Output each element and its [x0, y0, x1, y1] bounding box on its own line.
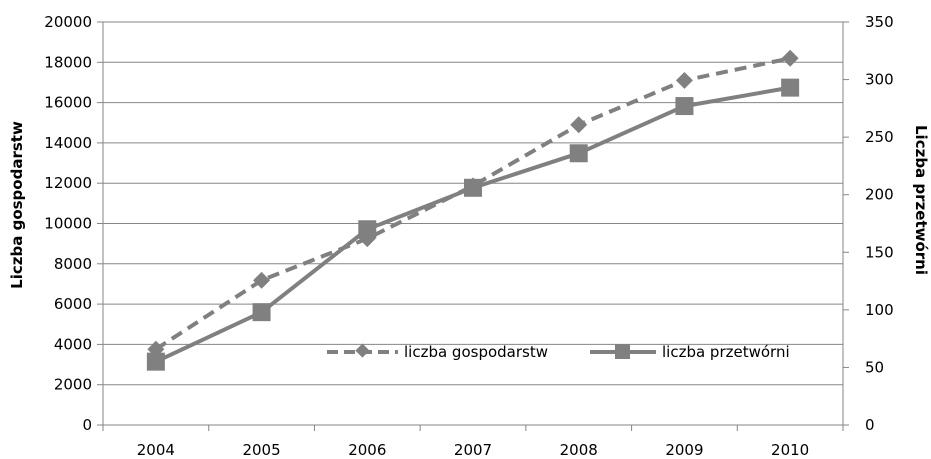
series-layer [146, 49, 800, 371]
data-point-square [675, 97, 694, 116]
legend-item-przetworni: liczba przetwórni [590, 343, 790, 361]
left-tick-label: 2000 [54, 376, 92, 394]
series-line-0 [154, 56, 791, 351]
left-tick-label: 4000 [54, 335, 92, 353]
left-tick-label: 10000 [44, 215, 92, 233]
x-tick-label: 2009 [665, 441, 703, 459]
right-tick-label: 350 [865, 13, 894, 31]
right-tick-label: 0 [865, 416, 875, 434]
left-tick-label: 0 [82, 416, 92, 434]
right-tick-label: 250 [865, 128, 894, 146]
right-tick-label: 50 [865, 358, 884, 376]
legend-label-przetworni: liczba przetwórni [662, 343, 790, 361]
left-tick-label: 14000 [44, 134, 92, 152]
data-point-diamond [675, 71, 693, 89]
x-tick-label: 2007 [454, 441, 492, 459]
x-axis-ticks: 2004 2005 2006 2007 2008 2009 2010 [102, 425, 844, 459]
x-tick-label: 2010 [771, 441, 809, 459]
data-point-diamond [570, 116, 588, 134]
data-point-diamond [781, 49, 799, 67]
x-tick-label: 2004 [137, 441, 175, 459]
right-axis-ticks: 0 50 100 150 200 250 300 350 [843, 13, 894, 434]
right-axis-title: Liczba przetwórni [912, 125, 930, 275]
data-point-square [569, 144, 588, 163]
data-point-square [252, 303, 271, 322]
data-point-square [781, 78, 800, 97]
series-line-1 [155, 85, 791, 364]
legend-marker-square [615, 344, 630, 359]
grid [103, 21, 843, 386]
x-tick-label: 2008 [560, 441, 598, 459]
legend-item-gospodarstw: liczba gospodarstw [327, 343, 548, 361]
legend-label-gospodarstw: liczba gospodarstw [404, 343, 548, 361]
legend: liczba gospodarstw liczba przetwórni [327, 343, 790, 361]
x-tick-label: 2005 [242, 441, 280, 459]
right-tick-label: 200 [865, 186, 894, 204]
legend-marker-diamond [355, 343, 370, 358]
left-axis-ticks: 0 2000 4000 6000 8000 10000 12000 14000 16000 180… [44, 13, 103, 434]
data-point-square [146, 352, 165, 371]
left-tick-label: 12000 [44, 174, 92, 192]
right-tick-label: 300 [865, 71, 894, 89]
data-point-square [358, 220, 377, 239]
data-point-diamond [253, 271, 271, 289]
right-tick-label: 150 [865, 243, 894, 261]
left-tick-label: 6000 [54, 295, 92, 313]
left-tick-label: 16000 [44, 94, 92, 112]
data-point-square [464, 178, 482, 197]
left-axis-title: Liczba gospodarstw [8, 121, 26, 289]
left-tick-label: 18000 [44, 53, 92, 71]
right-tick-label: 100 [865, 301, 894, 319]
left-tick-label: 8000 [54, 255, 92, 273]
left-tick-label: 20000 [44, 13, 92, 31]
x-tick-label: 2006 [348, 441, 386, 459]
